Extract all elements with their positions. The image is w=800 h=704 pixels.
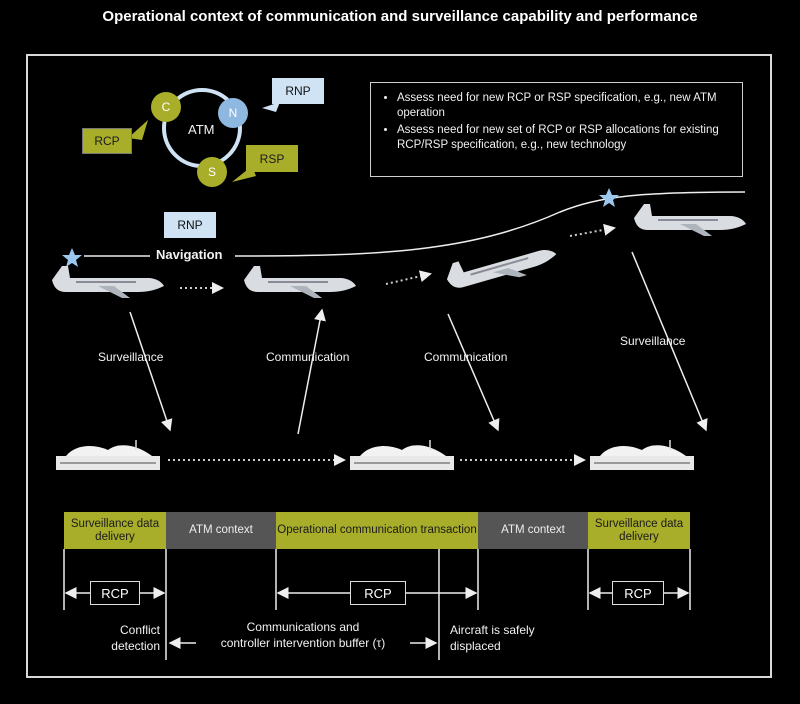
timeline-communication-transaction: Operational communication transaction bbox=[276, 512, 478, 549]
star-icon bbox=[599, 188, 619, 207]
rsp-callout: RSP bbox=[246, 145, 298, 172]
aircraft-displaced-label: Aircraft is safely displaced bbox=[450, 623, 535, 653]
timeline-atm-context: ATM context bbox=[478, 512, 588, 549]
buffer-label-line2: controller intervention buffer (τ) bbox=[220, 636, 386, 650]
timeline-atm-context: ATM context bbox=[166, 512, 276, 549]
ground-station-icon bbox=[350, 440, 454, 470]
timeline-surveillance-delivery: Surveillance data delivery bbox=[64, 512, 166, 549]
aircraft-icon bbox=[446, 250, 557, 288]
rcp-marker: RCP bbox=[350, 581, 406, 605]
ground-station-icon bbox=[590, 440, 694, 470]
buffer-label-line1: Communications and bbox=[246, 620, 360, 634]
communication-arrow bbox=[447, 313, 500, 432]
atm-node-s: S bbox=[197, 157, 227, 187]
star-icon bbox=[62, 248, 82, 267]
ground-station-icon bbox=[56, 440, 160, 470]
communication-label: Communication bbox=[424, 350, 508, 364]
atm-node-c: C bbox=[151, 92, 181, 122]
surveillance-label: Surveillance bbox=[620, 334, 686, 348]
rnp-callout: RNP bbox=[272, 78, 324, 104]
timeline-surveillance-delivery: Surveillance data delivery bbox=[588, 512, 690, 549]
conflict-detection-label: Conflict detection bbox=[111, 623, 160, 653]
aircraft-move-arrow bbox=[569, 223, 616, 237]
rcp-callout: RCP bbox=[82, 128, 132, 154]
aircraft-icon bbox=[52, 266, 164, 298]
communication-arrow bbox=[297, 308, 326, 435]
surveillance-label: Surveillance bbox=[98, 350, 164, 364]
note-item: Assess need for new set of RCP or RSP al… bbox=[397, 123, 732, 153]
page-title: Operational context of communication and… bbox=[102, 8, 698, 25]
note-item: Assess need for new RCP or RSP specifica… bbox=[397, 91, 732, 121]
navigation-path bbox=[234, 191, 746, 257]
rcp-marker: RCP bbox=[90, 581, 140, 605]
rnp-callout-tail bbox=[262, 102, 280, 112]
rcp-callout-tail bbox=[128, 120, 148, 140]
rnp-navigation-callout: RNP bbox=[164, 212, 216, 238]
aircraft-icon bbox=[634, 204, 746, 236]
diagram-frame bbox=[26, 54, 772, 678]
atm-label: ATM bbox=[188, 122, 215, 137]
navigation-label: Navigation bbox=[156, 247, 223, 262]
aircraft-icon bbox=[244, 266, 356, 298]
communication-label: Communication bbox=[266, 350, 350, 364]
rcp-marker: RCP bbox=[612, 581, 664, 605]
surveillance-arrow bbox=[129, 311, 173, 432]
aircraft-move-arrow bbox=[385, 270, 432, 285]
assessment-note: Assess need for new RCP or RSP specifica… bbox=[370, 82, 743, 177]
surveillance-arrow bbox=[631, 251, 708, 432]
atm-node-n: N bbox=[218, 98, 248, 128]
